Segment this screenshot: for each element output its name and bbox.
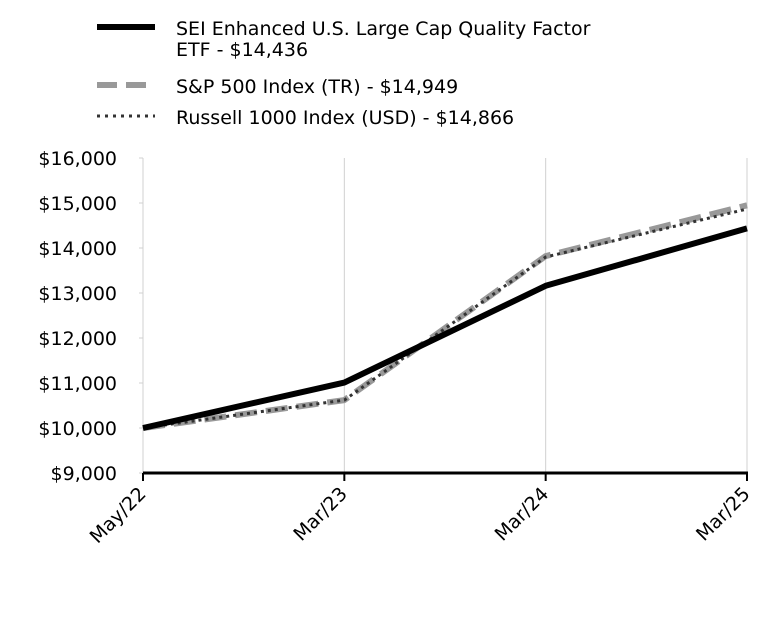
y-tick-label: $13,000: [38, 283, 117, 305]
legend-label: S&P 500 Index (TR) - $14,949: [176, 76, 458, 98]
series-line-dashed: [142, 202, 748, 431]
x-tick-label: Mar/24: [491, 483, 554, 546]
y-tick-label: $11,000: [38, 373, 117, 395]
y-axis: $9,000 $10,000 $11,000 $12,000 $13,000 $14,00…: [38, 148, 144, 485]
legend: SEI Enhanced U.S. Large Cap Quality Fact…: [97, 18, 591, 129]
legend-label: ETF - $14,436: [176, 39, 308, 61]
x-tick-label: May/22: [86, 483, 151, 548]
series-lines: [142, 202, 748, 431]
y-tick-label: $16,000: [38, 148, 117, 170]
y-tick-label: $14,000: [38, 238, 117, 260]
grid-lines: [142, 158, 748, 473]
x-tick-label: Mar/23: [289, 483, 352, 546]
y-tick-label: $15,000: [38, 193, 117, 215]
y-tick-label: $10,000: [38, 418, 117, 440]
x-axis: May/22 Mar/23 Mar/24 Mar/25: [86, 471, 755, 548]
series-line-dotted: [142, 207, 748, 430]
y-tick-label: $9,000: [51, 463, 117, 485]
legend-label: SEI Enhanced U.S. Large Cap Quality Fact…: [176, 18, 591, 40]
x-tick-label: Mar/25: [692, 483, 755, 546]
legend-label: Russell 1000 Index (USD) - $14,866: [176, 107, 514, 129]
y-tick-label: $12,000: [38, 328, 117, 350]
series-line-solid: [142, 225, 748, 431]
